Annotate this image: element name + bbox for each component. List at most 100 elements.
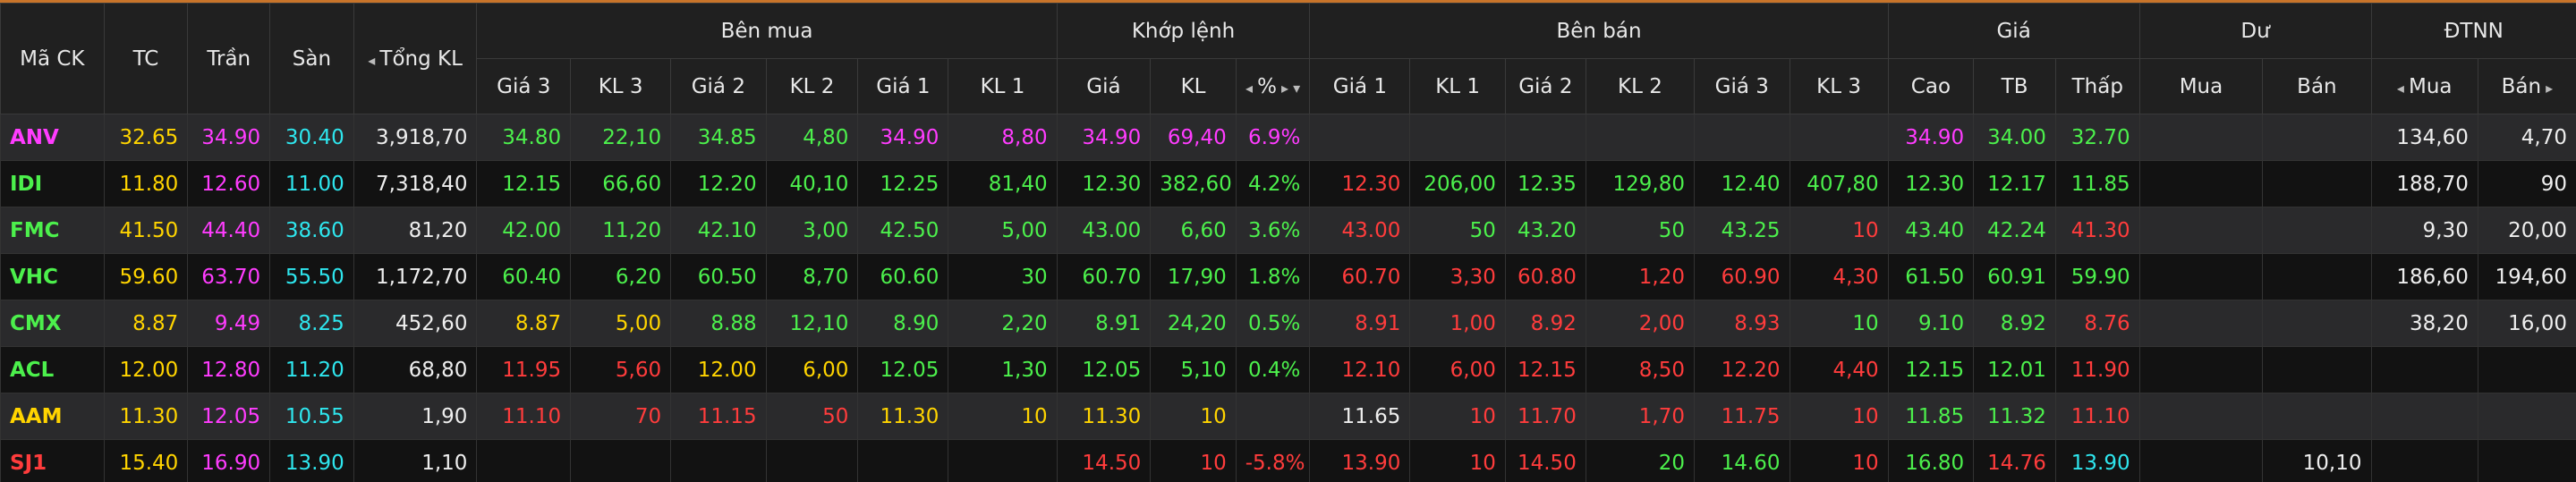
cell-text: 2,00: [1638, 311, 1686, 335]
cell: 12.60: [187, 160, 271, 207]
column-header: Bán: [2262, 58, 2372, 114]
symbol: FMC: [0, 207, 105, 254]
cell: 6,60: [1150, 207, 1237, 254]
cell-text: 8.76: [2084, 311, 2130, 335]
cell-text: FMC: [10, 218, 60, 242]
cell: 10: [1409, 393, 1506, 440]
cell-text: 43.00: [1341, 218, 1401, 242]
cell: 8.76: [2054, 300, 2140, 347]
cell: 38.60: [269, 207, 354, 254]
header-text: Sàn: [292, 47, 332, 71]
cell: [2138, 114, 2264, 161]
cell: 12.20: [670, 160, 767, 207]
cell-text: 10: [1200, 404, 1227, 428]
cell: 10: [1150, 393, 1237, 440]
stock-row[interactable]: ACL 12.00 12.80 11.20 68,80 11.95 5,60 12.00 6,0…: [0, 346, 2576, 393]
cell: [2262, 160, 2372, 207]
cell-text: 11.10: [2070, 404, 2130, 428]
column-header[interactable]: ◂ Tổng KL: [353, 3, 478, 114]
symbol: CMX: [0, 300, 105, 347]
cell: 4,40: [1789, 346, 1889, 393]
cell: [1789, 114, 1889, 161]
cell-text: 8.90: [893, 311, 939, 335]
cell: 14.50: [1504, 439, 1586, 482]
cell: 14.50: [1056, 439, 1152, 482]
sort-arrow[interactable]: ▸: [1276, 79, 1289, 97]
stock-row[interactable]: ANV 32.65 34.90 30.40 3,918,70 34.80 22,10 34.8…: [0, 114, 2576, 161]
cell-text: 11.95: [502, 358, 562, 382]
cell-text: 12,10: [789, 311, 849, 335]
cell-text: 10: [1469, 451, 1496, 475]
cell-text: 20: [1658, 451, 1686, 475]
cell: 50: [765, 393, 859, 440]
header-text: Trần: [207, 47, 251, 71]
sort-arrow[interactable]: ▸: [2541, 79, 2554, 97]
sort-arrow[interactable]: ◂: [368, 51, 380, 69]
cell-text: 41.50: [119, 218, 179, 242]
group-header: ĐTNN: [2370, 3, 2576, 59]
cell: 134,60: [2370, 114, 2478, 161]
cell-text: 382,60: [1160, 172, 1232, 196]
stock-row[interactable]: CMX 8.87 9.49 8.25 452,60 8.87 5,00 8.88 12,10 8.…: [0, 300, 2576, 347]
cell-text: 16.90: [201, 451, 261, 475]
cell-text: 50: [1469, 218, 1496, 242]
cell: [1409, 114, 1506, 161]
cell-text: 8.93: [1734, 311, 1781, 335]
cell-text: 60.60: [880, 265, 939, 289]
cell: 1,90: [353, 393, 478, 440]
cell: 60.70: [1056, 253, 1152, 300]
board-table: Mã CK TC Trần Sàn ◂ Tổng KL Bên mua Khớp lệnh B…: [0, 3, 2576, 482]
symbol: ACL: [0, 346, 105, 393]
cell-text: 3.6%: [1247, 218, 1301, 242]
cell: 8.25: [269, 300, 354, 347]
cell: 186,60: [2370, 253, 2478, 300]
cell-text: 43.20: [1517, 218, 1577, 242]
cell: [2477, 393, 2576, 440]
symbol: SJ1: [0, 439, 105, 482]
cell-text: 188,70: [2396, 172, 2469, 196]
cell-text: SJ1: [10, 451, 47, 475]
cell-text: 12.05: [1082, 358, 1142, 382]
cell: 30: [948, 253, 1058, 300]
stock-row[interactable]: VHC 59.60 63.70 55.50 1,172,70 60.40 6,20 60.50…: [0, 253, 2576, 300]
cell-text: 13.90: [2070, 451, 2130, 475]
cell: 32.65: [103, 114, 189, 161]
cell: 12.15: [476, 160, 572, 207]
cell: 81,20: [353, 207, 478, 254]
cell-text: 5,10: [1180, 358, 1227, 382]
sort-arrow[interactable]: ◂: [2396, 79, 2409, 97]
cell: 34.90: [187, 114, 271, 161]
cell-text: 12.05: [880, 358, 939, 382]
cell: 11.90: [2054, 346, 2140, 393]
stock-row[interactable]: IDI 11.80 12.60 11.00 7,318,40 12.15 66,60 12.2…: [0, 160, 2576, 207]
sort-arrow[interactable]: ◂: [1245, 79, 1258, 97]
cell: 12.30: [1309, 160, 1411, 207]
cell: 42.10: [670, 207, 767, 254]
cell-text: 12.30: [1341, 172, 1401, 196]
cell-text: 11.75: [1721, 404, 1781, 428]
cell-text: 8,70: [803, 265, 849, 289]
stock-row[interactable]: FMC 41.50 44.40 38.60 81,20 42.00 11,20 42.10 3,…: [0, 207, 2576, 254]
cell: 38,20: [2370, 300, 2478, 347]
cell-text: 3,918,70: [376, 125, 468, 149]
cell-text: 4,30: [1832, 265, 1879, 289]
cell: 9,30: [2370, 207, 2478, 254]
sort-arrow[interactable]: ▾: [1288, 79, 1301, 97]
cell-text: 81,20: [408, 218, 468, 242]
cell-text: 38.60: [285, 218, 344, 242]
cell: 55.50: [269, 253, 354, 300]
cell-text: 66,60: [602, 172, 662, 196]
cell: 8.90: [857, 300, 949, 347]
stock-row[interactable]: AAM 11.30 12.05 10.55 1,90 11.10 70 11.15 50 11.3…: [0, 393, 2576, 440]
cell-text: 1,20: [1638, 265, 1686, 289]
cell-text: 32.65: [119, 125, 179, 149]
cell-text: 11.10: [502, 404, 562, 428]
header-text: TB: [2001, 74, 2028, 98]
cell: 50: [1409, 207, 1506, 254]
cell-text: VHC: [10, 265, 58, 289]
cell-text: 10,10: [2302, 451, 2362, 475]
cell: [2262, 207, 2372, 254]
stock-row[interactable]: SJ1 15.40 16.90 13.90 1,10 14.50 10 -5.8% 13.90 1…: [0, 439, 2576, 482]
cell: 60.91: [1973, 253, 2056, 300]
cell-text: 11.85: [1905, 404, 1965, 428]
